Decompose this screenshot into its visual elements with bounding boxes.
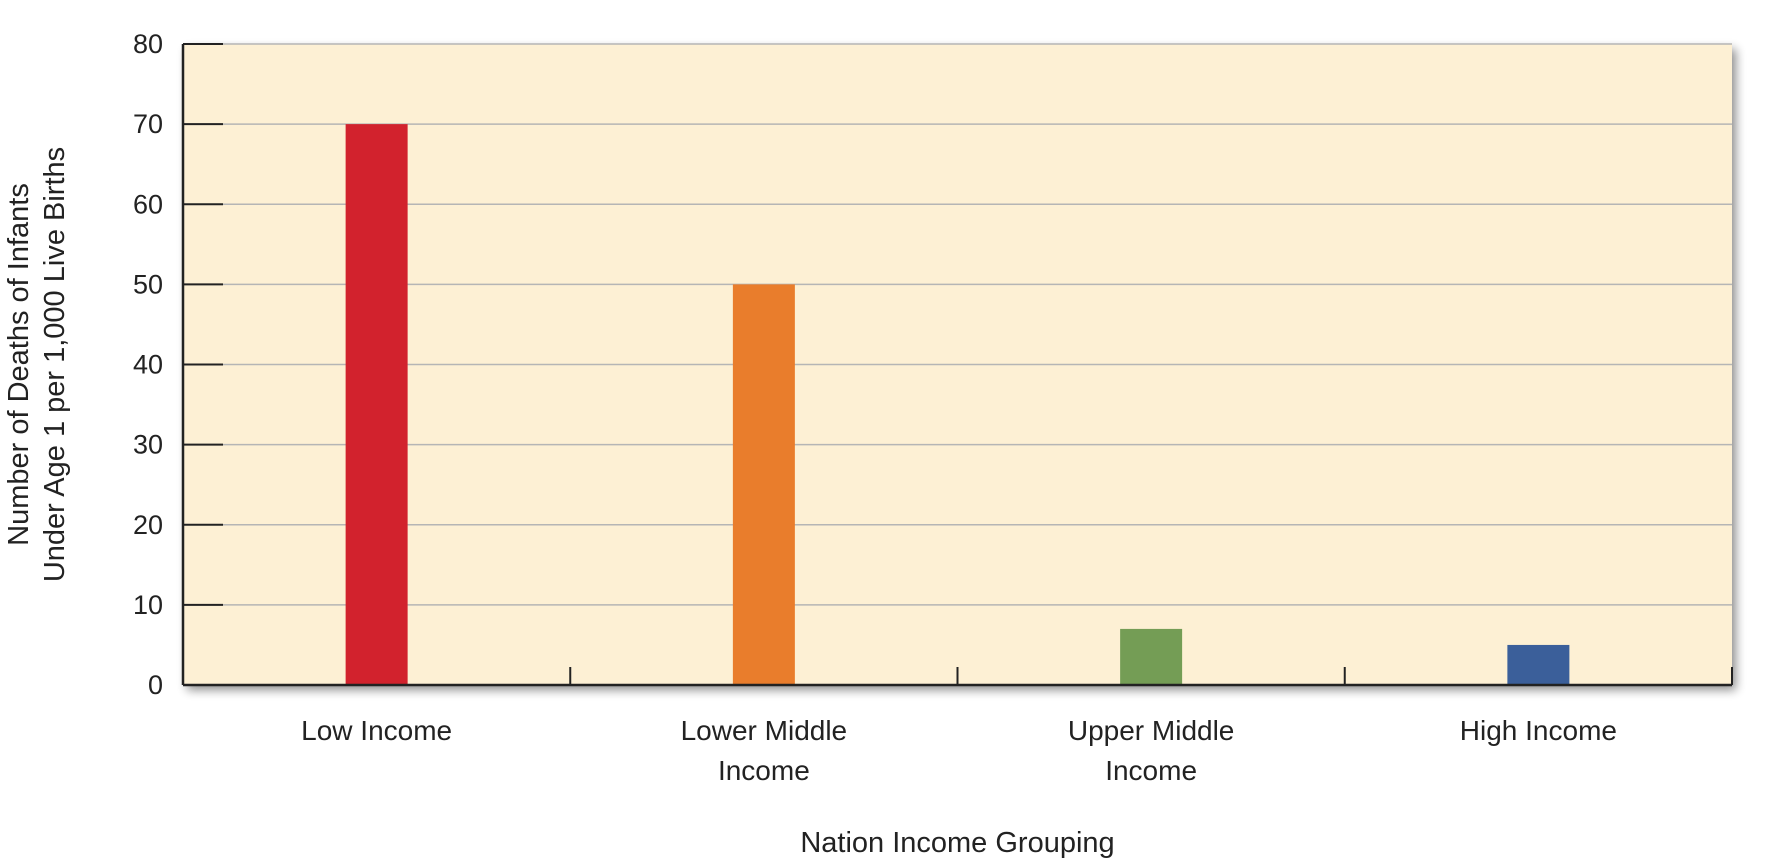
- y-axis-title-text: Number of Deaths of Infants Under Age 1 p…: [3, 147, 71, 582]
- x-axis-title: Nation Income Grouping: [800, 827, 1114, 859]
- bar: [345, 124, 408, 685]
- y-tick-label: 0: [148, 670, 163, 700]
- x-category-label: Low Income: [301, 715, 452, 746]
- y-tick-label: 30: [133, 430, 163, 460]
- y-tick-label: 10: [133, 590, 163, 620]
- y-axis-title: Number of Deaths of Infants Under Age 1 p…: [3, 147, 71, 582]
- x-category-labels: Low Income Lower Middle Income Upper Middle…: [301, 715, 1617, 786]
- y-tick-labels: 0 10 20 30 40 50 60 70 80: [133, 29, 163, 700]
- bar: [1120, 628, 1183, 685]
- y-tick-label: 70: [133, 109, 163, 139]
- bars: [345, 124, 1570, 685]
- bar: [1507, 644, 1570, 685]
- y-tick-label: 80: [133, 29, 163, 59]
- axes: [181, 43, 1733, 687]
- y-tick-label: 60: [133, 189, 163, 219]
- y-tick-label: 50: [133, 269, 163, 299]
- bar: [732, 284, 795, 685]
- x-category-label: High Income: [1460, 715, 1617, 746]
- y-tick-label: 20: [133, 510, 163, 540]
- x-category-label: Upper Middle Income: [1068, 715, 1235, 786]
- x-category-label: Lower Middle Income: [681, 715, 848, 786]
- gridlines: [183, 43, 1732, 606]
- y-tick-label: 40: [133, 350, 163, 380]
